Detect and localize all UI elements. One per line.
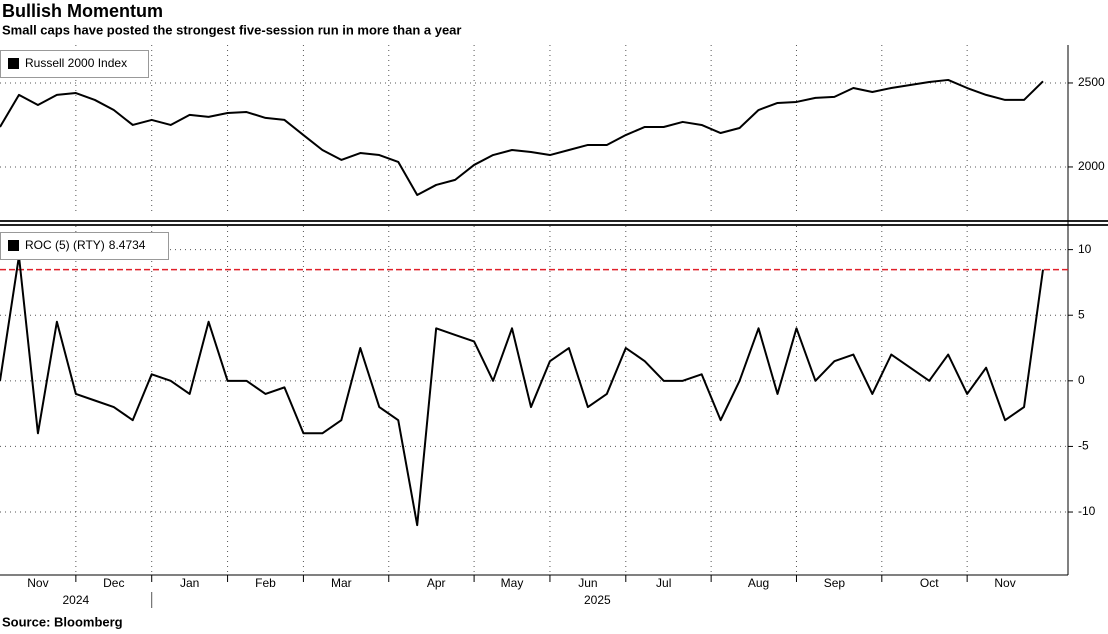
line-series: [0, 255, 1044, 527]
x-tick-label: Oct: [920, 576, 939, 590]
y-tick-label: 0: [1078, 373, 1085, 387]
legend-swatch: [8, 240, 19, 251]
legend-swatch: [8, 58, 19, 69]
chart-subtitle: Small caps have posted the strongest fiv…: [2, 22, 461, 37]
legend-box: [0, 50, 149, 78]
legend-value: 8.4734: [109, 238, 146, 252]
x-tick-label: Nov: [27, 576, 48, 590]
legend-name: Russell 2000 Index: [25, 56, 127, 70]
x-tick-label: Jan: [180, 576, 199, 590]
y-tick-label: -10: [1078, 504, 1096, 518]
y-tick-label: -5: [1078, 439, 1089, 453]
y-tick-label: 10: [1078, 242, 1092, 256]
y-tick-label: 2000: [1078, 159, 1105, 173]
source: Source: Bloomberg: [2, 614, 123, 629]
legend-label: ROC (5) (RTY) 8.4734: [25, 238, 146, 252]
x-tick-label: Apr: [427, 576, 446, 590]
x-tick-label: May: [501, 576, 524, 590]
legend-box: [0, 232, 169, 260]
x-tick-label: Aug: [748, 576, 769, 590]
x-tick-label: Nov: [994, 576, 1015, 590]
x-tick-label: Mar: [331, 576, 352, 590]
x-tick-label: Sep: [824, 576, 846, 590]
y-tick-label: 2500: [1078, 75, 1105, 89]
legend-name: ROC (5) (RTY): [25, 238, 105, 252]
legend-label: Russell 2000 Index: [25, 56, 127, 70]
legend: ROC (5) (RTY) 8.4734: [0, 232, 169, 260]
legend: Russell 2000 Index: [0, 50, 149, 78]
x-tick-label: Dec: [103, 576, 124, 590]
line-series: [0, 78, 1044, 197]
x-tick-label: Jul: [656, 576, 671, 590]
year-label: 2024: [63, 593, 90, 607]
year-label: 2025: [584, 593, 611, 607]
x-tick-label: Feb: [255, 576, 276, 590]
chart-title: Bullish Momentum: [2, 1, 163, 21]
y-tick-label: 5: [1078, 307, 1085, 321]
x-tick-label: Jun: [578, 576, 597, 590]
